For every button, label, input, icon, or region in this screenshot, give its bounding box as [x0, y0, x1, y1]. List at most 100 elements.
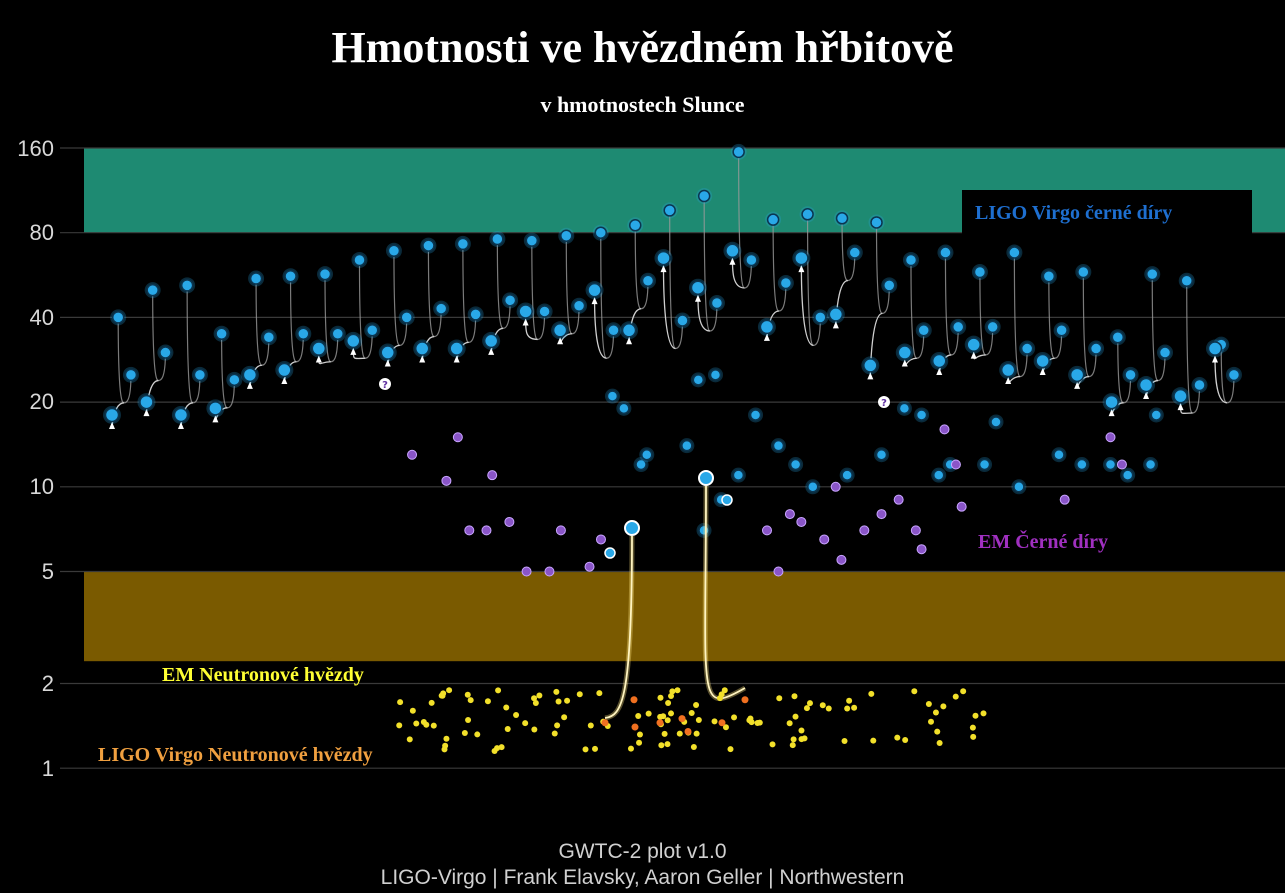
em-black-hole-12	[784, 509, 795, 520]
em-neutron-star-54	[791, 693, 798, 700]
bh-remnant-23	[897, 345, 913, 360]
bh-remnant-14	[587, 282, 602, 298]
merger-arrow-14	[591, 297, 598, 305]
em-neutron-star-60	[690, 744, 697, 751]
em-neutron-star-119	[627, 745, 634, 752]
em-neutron-star-37	[911, 688, 918, 695]
em-black-hole-18	[893, 494, 904, 505]
bh-remnant-27	[1035, 353, 1050, 369]
em-black-hole-25	[1059, 494, 1070, 505]
merger-arrow-29	[1108, 409, 1115, 417]
em-neutron-star-84	[669, 688, 676, 695]
bh-component-2-13	[572, 299, 586, 313]
bh-component-1-24	[939, 246, 952, 259]
merger-arc-final-14	[593, 298, 607, 359]
merger-arrow-12	[522, 318, 529, 326]
em-neutron-star-102	[972, 712, 979, 719]
unknown-mark-glyph-1: ?	[881, 398, 887, 409]
em-neutron-star-49	[747, 715, 754, 722]
merger-arrow-11	[488, 347, 495, 355]
em-neutron-star-39	[844, 705, 851, 712]
merger-arrow-26	[1005, 377, 1012, 385]
bh-component-1-7	[353, 253, 366, 267]
em-black-hole-20	[916, 544, 927, 555]
em-neutron-star-27	[664, 741, 671, 748]
em-neutron-star-103	[413, 720, 420, 727]
em-black-hole-9	[555, 525, 566, 536]
y-tick-160: 160	[17, 136, 54, 161]
bh-remnant-10	[449, 341, 464, 356]
bh-remnant-25	[966, 337, 981, 352]
merger-arc-a-8	[393, 250, 400, 346]
em-neutron-star-48	[668, 693, 675, 700]
bh-component-2-20	[814, 311, 827, 324]
bh-component-1-27	[1042, 270, 1056, 283]
ligo-neutron-star-3	[684, 727, 692, 735]
bh-component-1-3	[215, 327, 228, 340]
merger-arrow-27	[1039, 367, 1046, 375]
legend-ligo-virgo-black-holes: LIGO Virgo černé díry	[975, 202, 1173, 224]
bh-remnant-11	[483, 333, 499, 349]
em-neutron-star-51	[934, 728, 941, 735]
em-neutron-star-83	[940, 703, 947, 710]
bh-component-1-9	[422, 239, 435, 252]
bh-component-1-6	[318, 267, 332, 281]
bh-remnant-20	[794, 250, 809, 266]
bh-remnant-24	[932, 353, 947, 369]
em-neutron-star-1	[461, 730, 468, 737]
bh-component-2-1	[159, 346, 172, 359]
ns-track-0	[604, 535, 633, 719]
bh-point-24	[1076, 458, 1088, 471]
bh-remnant-12	[518, 304, 533, 319]
ligo-neutron-star-0	[601, 719, 609, 727]
bh-component-1-11	[491, 232, 504, 246]
bh-component-2-0	[124, 368, 138, 382]
bh-remnant-30	[1138, 377, 1154, 393]
bh-point-27	[1144, 458, 1157, 471]
em-neutron-star-62	[430, 722, 437, 729]
ns-remnant-secondary-0	[604, 547, 616, 559]
merger-arc-final-20	[800, 266, 814, 347]
em-neutron-star-66	[769, 741, 776, 748]
em-neutron-star-59	[902, 737, 909, 744]
merger-arrow-0	[109, 421, 115, 429]
bh-component-1-25	[973, 265, 987, 279]
em-neutron-star-95	[925, 700, 932, 707]
em-neutron-star-88	[721, 687, 728, 694]
merger-arrow-4	[246, 381, 253, 389]
em-neutron-star-79	[718, 691, 725, 698]
em-black-hole-28	[773, 566, 784, 577]
merger-arrow-18	[729, 257, 736, 265]
bh-component-1-26	[1008, 246, 1021, 259]
em-neutron-star-6	[789, 742, 796, 749]
em-neutron-star-9	[731, 714, 738, 721]
em-black-hole-1	[441, 475, 452, 486]
legend-em-black-holes: EM Černé díry	[978, 531, 1108, 553]
em-neutron-star-111	[443, 735, 450, 742]
merger-arrow-17	[694, 294, 701, 302]
bh-component-2-6	[331, 327, 345, 340]
em-neutron-star-0	[688, 710, 695, 717]
em-black-hole-13	[796, 516, 807, 527]
merger-arrow-19	[763, 333, 770, 341]
em-neutron-star-42	[522, 720, 529, 727]
em-neutron-star-23	[676, 730, 683, 737]
legend-box-black-holes	[962, 190, 1252, 234]
merger-arrow-7	[350, 347, 357, 355]
em-black-hole-14	[819, 534, 830, 545]
merger-arrow-22	[867, 372, 874, 380]
merger-arc-a-30	[1151, 274, 1159, 382]
bh-component-2-14	[607, 324, 620, 337]
bh-component-2-2	[193, 368, 207, 382]
bh-point-23	[1053, 448, 1065, 461]
em-neutron-star-94	[695, 717, 702, 724]
bh-component-1-17	[697, 189, 711, 203]
bh-remnant-13	[552, 323, 568, 338]
em-neutron-star-107	[754, 720, 761, 727]
em-neutron-star-97	[674, 687, 681, 694]
bh-point-4	[641, 448, 653, 461]
em-neutron-star-71	[596, 690, 603, 697]
merger-arc-a-23	[910, 259, 917, 359]
bh-component-1-13	[560, 229, 573, 243]
em-neutron-star-47	[446, 687, 453, 694]
